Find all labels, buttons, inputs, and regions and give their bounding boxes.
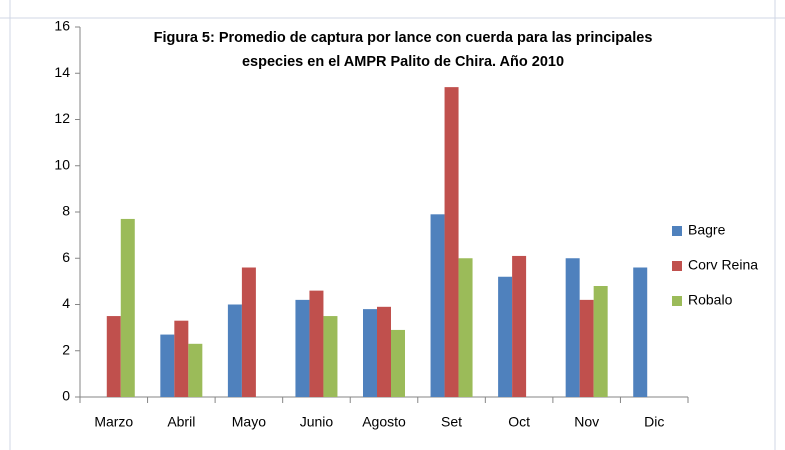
legend-label: Robalo (688, 292, 733, 308)
bar (430, 214, 445, 397)
bar (633, 267, 648, 397)
y-tick-label: 0 (62, 388, 70, 404)
bar (512, 255, 527, 397)
y-tick-label: 2 (62, 341, 70, 357)
bar (188, 343, 203, 397)
y-tick-label: 6 (62, 249, 70, 265)
y-tick-label: 12 (54, 110, 70, 126)
legend-swatch (672, 226, 682, 236)
legend-label: Corv Reina (688, 257, 758, 273)
x-tick-label: Dic (644, 414, 664, 430)
bar (323, 316, 338, 397)
x-tick-label: Abril (167, 414, 195, 430)
bar (565, 258, 580, 397)
bar (106, 316, 121, 397)
y-tick-label: 8 (62, 203, 70, 219)
bar (593, 286, 608, 397)
bar (227, 304, 242, 397)
x-tick-label: Marzo (94, 414, 133, 430)
bar (160, 334, 175, 397)
x-tick-label: Nov (574, 414, 599, 430)
x-tick-label: Agosto (362, 414, 406, 430)
bar (295, 299, 310, 397)
legend-swatch (672, 296, 682, 306)
bar (498, 276, 513, 397)
y-tick-label: 10 (54, 156, 70, 172)
y-tick-label: 14 (54, 64, 70, 80)
chart-title: Figura 5: Promedio de captura por lance … (154, 30, 653, 46)
y-tick-label: 16 (54, 18, 70, 34)
bar (391, 329, 405, 397)
bar (363, 309, 377, 397)
bar (241, 267, 256, 397)
bar (444, 87, 459, 397)
bar (309, 290, 324, 397)
bar (120, 218, 135, 397)
x-tick-label: Mayo (232, 414, 266, 430)
bar (458, 258, 473, 397)
y-tick-label: 4 (62, 295, 70, 311)
x-tick-label: Junio (300, 414, 334, 430)
x-tick-label: Oct (508, 414, 530, 430)
legend-label: Bagre (688, 222, 726, 238)
bar (377, 306, 391, 397)
bar (579, 299, 594, 397)
x-tick-label: Set (441, 414, 462, 430)
bar (174, 320, 189, 397)
legend-swatch (672, 261, 682, 271)
chart-title: especies en el AMPR Palito de Chira. Año… (242, 54, 564, 70)
